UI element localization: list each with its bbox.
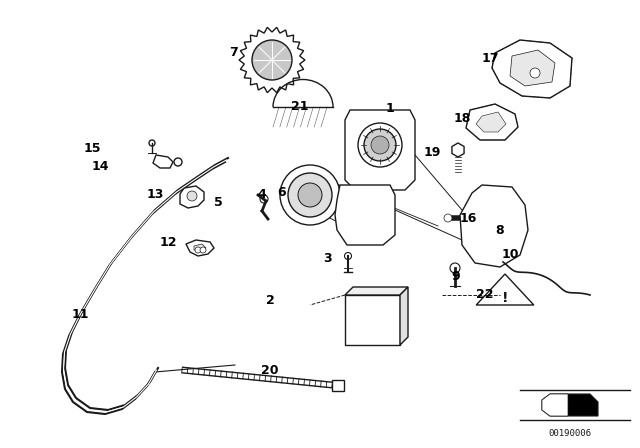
Polygon shape <box>328 177 349 228</box>
Circle shape <box>444 214 452 222</box>
Circle shape <box>187 191 197 201</box>
Text: 2: 2 <box>266 293 275 306</box>
Polygon shape <box>460 185 528 267</box>
Circle shape <box>298 183 322 207</box>
Polygon shape <box>400 287 408 345</box>
Text: 17: 17 <box>481 52 499 65</box>
Text: 13: 13 <box>147 189 164 202</box>
Text: 7: 7 <box>230 46 238 59</box>
Text: 16: 16 <box>460 211 477 224</box>
Text: 3: 3 <box>324 251 332 264</box>
Text: 4: 4 <box>258 189 266 202</box>
Circle shape <box>149 140 155 146</box>
Polygon shape <box>345 295 400 345</box>
Circle shape <box>280 165 340 225</box>
Circle shape <box>200 247 206 253</box>
Text: 14: 14 <box>92 159 109 172</box>
Polygon shape <box>476 274 534 305</box>
Circle shape <box>371 136 389 154</box>
Text: 1: 1 <box>386 102 394 115</box>
Circle shape <box>195 247 201 253</box>
Text: 18: 18 <box>453 112 470 125</box>
Text: 22: 22 <box>476 289 493 302</box>
Circle shape <box>450 263 460 273</box>
Polygon shape <box>186 240 214 256</box>
Circle shape <box>530 68 540 78</box>
Polygon shape <box>180 186 204 208</box>
Text: 11: 11 <box>71 309 89 322</box>
Text: 5: 5 <box>214 197 222 210</box>
Text: 21: 21 <box>291 100 308 113</box>
Polygon shape <box>194 244 206 252</box>
Polygon shape <box>345 110 415 190</box>
Circle shape <box>358 123 402 167</box>
Circle shape <box>364 129 396 161</box>
Circle shape <box>252 40 292 80</box>
Circle shape <box>288 173 332 217</box>
Circle shape <box>260 195 268 203</box>
Circle shape <box>344 253 351 259</box>
Text: 9: 9 <box>452 270 460 283</box>
Polygon shape <box>510 50 555 86</box>
Polygon shape <box>153 155 173 168</box>
Text: 10: 10 <box>501 249 519 262</box>
Text: 20: 20 <box>261 363 279 376</box>
Text: 00190006: 00190006 <box>548 428 591 438</box>
Circle shape <box>174 158 182 166</box>
Text: 6: 6 <box>278 186 286 199</box>
Text: 15: 15 <box>83 142 100 155</box>
Polygon shape <box>476 112 506 132</box>
Polygon shape <box>492 40 572 98</box>
Text: 12: 12 <box>159 237 177 250</box>
Polygon shape <box>466 104 518 140</box>
Polygon shape <box>239 27 305 93</box>
Text: !: ! <box>502 291 508 305</box>
Polygon shape <box>452 143 464 157</box>
Polygon shape <box>345 287 408 295</box>
Polygon shape <box>542 394 598 416</box>
Polygon shape <box>542 394 568 416</box>
Polygon shape <box>332 380 344 391</box>
Text: 8: 8 <box>496 224 504 237</box>
Polygon shape <box>335 185 395 245</box>
Text: 19: 19 <box>423 146 441 159</box>
